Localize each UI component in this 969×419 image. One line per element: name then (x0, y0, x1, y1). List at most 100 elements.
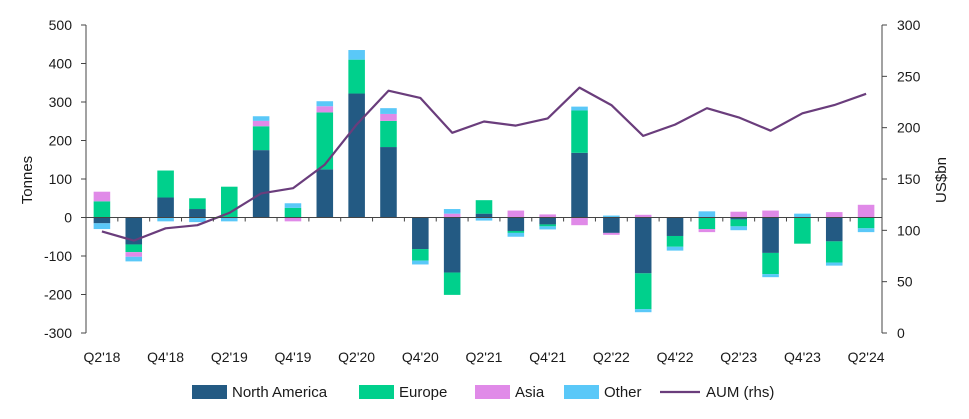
y-tick-label-left: 400 (49, 56, 73, 72)
bar-other (316, 101, 334, 107)
y-axis-title-right: US$bn (933, 157, 950, 203)
bar-europe (762, 252, 779, 275)
bar-europe (157, 170, 174, 198)
bar-other (412, 260, 429, 265)
y-tick-label-right: 200 (897, 120, 921, 136)
x-tick-label: Q2'19 (211, 349, 248, 365)
bar-other (125, 256, 143, 262)
bar-other (825, 262, 843, 266)
bar-north-america (252, 150, 270, 218)
bar-europe (539, 224, 556, 227)
bar-other (284, 203, 302, 208)
x-tick-label: Q2'20 (338, 349, 375, 365)
bar-north-america (603, 217, 620, 233)
bar-north-america (412, 217, 429, 250)
bar-north-america (666, 217, 684, 236)
bar-north-america (539, 217, 556, 225)
bar-other (252, 116, 270, 121)
bar-europe (443, 272, 461, 295)
y-tick-label-right: 100 (897, 222, 921, 238)
bar-other (93, 223, 111, 230)
x-tick-label: Q2'24 (848, 349, 885, 365)
bar-europe (316, 112, 334, 170)
bar-other (634, 309, 652, 313)
bar-other (380, 108, 397, 114)
bar-asia (284, 217, 302, 222)
y-tick-label-right: 0 (897, 325, 905, 341)
legend-swatch-other (564, 385, 599, 399)
x-tick-label: Q2'22 (593, 349, 630, 365)
bar-europe (825, 241, 843, 263)
x-tick-label: Q4'20 (402, 349, 439, 365)
bar-europe (794, 217, 811, 244)
x-tick-label: Q2'21 (466, 349, 503, 365)
x-tick-label: Q4'19 (274, 349, 311, 365)
bar-other (507, 232, 525, 237)
bar-north-america (125, 217, 143, 245)
y-tick-label-right: 250 (897, 68, 921, 84)
bar-other (221, 217, 238, 222)
bar-asia (443, 213, 461, 218)
legend-swatch-asia (475, 385, 510, 399)
bar-north-america (316, 169, 334, 218)
y-tick-label-right: 150 (897, 171, 921, 187)
bar-europe (698, 217, 716, 230)
y-tick-label-left: 0 (64, 210, 72, 226)
bar-other (666, 246, 684, 251)
bar-north-america (475, 213, 493, 218)
legend-label-asia: Asia (515, 384, 545, 401)
bar-europe (857, 217, 875, 229)
bar-asia (762, 210, 779, 218)
bar-north-america (730, 217, 747, 220)
bar-europe (475, 200, 493, 214)
legend-label-north-america: North America (232, 384, 328, 401)
bar-europe (189, 198, 206, 210)
bar-other (348, 50, 365, 60)
bar-asia (93, 191, 111, 202)
bar-europe (380, 120, 397, 148)
bar-north-america (157, 197, 174, 218)
bar-north-america (825, 217, 843, 242)
legend-label-other: Other (604, 384, 642, 401)
x-tick-label: Q4'23 (784, 349, 821, 365)
bar-europe (284, 207, 302, 218)
aum-line (101, 86, 867, 242)
bar-asia (825, 212, 843, 218)
bar-asia (252, 120, 270, 127)
x-tick-label: Q4'22 (657, 349, 694, 365)
x-tick-label: Q4'18 (147, 349, 184, 365)
bar-other (571, 106, 588, 111)
bar-europe (666, 235, 684, 247)
bar-asia (634, 214, 652, 218)
bar-other (794, 213, 811, 218)
legend-label-europe: Europe (399, 384, 447, 401)
bar-asia (857, 204, 875, 218)
legend-swatch-north-america (192, 385, 227, 399)
bar-other (603, 215, 620, 218)
bar-asia (539, 214, 556, 218)
bar-asia (125, 252, 143, 257)
bar-north-america (348, 93, 365, 218)
bar-north-america (507, 217, 525, 231)
bar-europe (125, 244, 143, 253)
x-tick-label: Q2'18 (83, 349, 120, 365)
bar-europe (412, 249, 429, 261)
bar-other (857, 228, 875, 233)
bar-other (730, 226, 747, 231)
legend-swatch-europe (359, 385, 394, 399)
bar-north-america (571, 152, 588, 218)
bar-other (475, 217, 493, 221)
y-tick-label-right: 50 (897, 274, 913, 290)
bar-asia (698, 229, 716, 233)
y-tick-label-left: -100 (44, 248, 72, 264)
bar-asia (380, 113, 397, 121)
y-tick-label-left: 300 (49, 94, 73, 110)
bar-north-america (634, 217, 652, 274)
bar-asia (571, 217, 588, 226)
bar-other (189, 217, 206, 223)
bar-asia (730, 211, 747, 218)
bar-north-america (189, 209, 206, 218)
y-tick-label-left: -200 (44, 287, 72, 303)
